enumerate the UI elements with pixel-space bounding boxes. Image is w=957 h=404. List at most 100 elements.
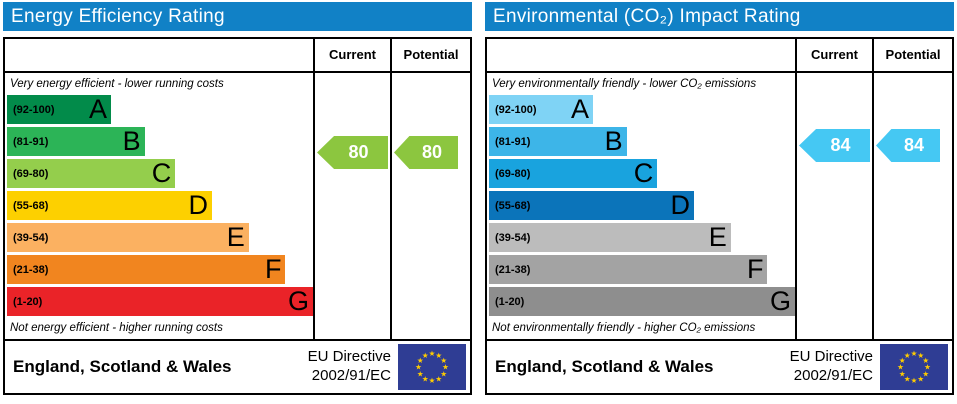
- band-letter: A: [89, 94, 108, 124]
- eu-directive-line1: EU Directive: [307, 348, 391, 366]
- band-row-d: (55-68) D: [7, 191, 313, 220]
- energy-panel-footer: England, Scotland & Wales EU Directive 2…: [3, 341, 472, 395]
- band-letter: G: [287, 286, 309, 316]
- energy-rating-table: Current Potential Very energy efficient …: [3, 37, 472, 341]
- band-letter: B: [604, 126, 623, 156]
- band-row-c: (69-80) C: [489, 159, 795, 188]
- potential-column-header: Potential: [390, 39, 470, 73]
- band-letter: F: [264, 254, 282, 284]
- band-bar-c: (69-80) C: [7, 158, 176, 188]
- svg-text:★: ★: [429, 349, 436, 358]
- band-bar-e: (39-54) E: [7, 223, 249, 252]
- region-label: England, Scotland & Wales: [495, 357, 714, 376]
- svg-text:★: ★: [917, 351, 924, 360]
- band-row-b: (81-91) B: [489, 127, 795, 156]
- band-range-label: (81-91): [495, 135, 531, 148]
- band-letter: C: [633, 158, 654, 188]
- band-row-a: (92-100) A: [7, 95, 313, 124]
- environmental-impact-panel: Environmental (CO₂) Impact Rating Curren…: [485, 2, 954, 395]
- svg-text:★: ★: [924, 363, 931, 372]
- band-row-f: (21-38) F: [7, 255, 313, 284]
- band-bar-g: (1-20) G: [489, 287, 795, 316]
- current-value-cell: 84: [795, 73, 872, 339]
- svg-text:★: ★: [911, 376, 918, 385]
- svg-text:★: ★: [922, 369, 929, 378]
- eu-directive-line2: 2002/91/EC: [311, 367, 391, 384]
- current-rating-arrow: 84: [799, 129, 870, 162]
- svg-text:★: ★: [429, 376, 436, 385]
- eu-directive-label: EU Directive 2002/91/EC: [308, 348, 391, 386]
- band-bar-b: (81-91) B: [7, 127, 145, 156]
- eu-directive-line2: 2002/91/EC: [793, 367, 873, 384]
- current-column-header: Current: [313, 39, 390, 73]
- table-corner-cell: [487, 39, 795, 73]
- band-range-label: (55-68): [495, 199, 531, 212]
- band-range-label: (55-68): [13, 199, 49, 212]
- co2-rating-table: Current Potential Very environmentally f…: [485, 37, 954, 341]
- band-letter: G: [769, 286, 791, 316]
- band-bar-d: (55-68) D: [7, 190, 213, 220]
- band-bar-g: (1-20) G: [7, 287, 313, 316]
- potential-rating-arrow: 80: [394, 136, 458, 169]
- band-range-label: (69-80): [495, 167, 531, 180]
- band-range-label: (81-91): [13, 135, 49, 148]
- band-letter: B: [122, 126, 141, 156]
- band-row-b: (81-91) B: [7, 127, 313, 156]
- current-value-cell: 80: [313, 73, 390, 339]
- potential-rating-arrow: 84: [876, 129, 940, 162]
- bottom-note: Not energy efficient - higher running co…: [10, 322, 223, 334]
- table-corner-cell: [5, 39, 313, 73]
- band-bar-f: (21-38) F: [7, 254, 286, 284]
- co2-bands-column: Very environmentally friendly - lower CO…: [487, 73, 795, 339]
- current-rating-arrow: 80: [317, 136, 388, 169]
- co2-panel-footer: England, Scotland & Wales EU Directive 2…: [485, 341, 954, 395]
- svg-text:★: ★: [904, 351, 911, 360]
- co2-panel-title: Environmental (CO₂) Impact Rating: [485, 2, 954, 31]
- potential-value-cell: 84: [872, 73, 952, 339]
- svg-text:★: ★: [917, 374, 924, 383]
- band-row-e: (39-54) E: [489, 223, 795, 252]
- svg-text:★: ★: [422, 351, 429, 360]
- band-row-d: (55-68) D: [489, 191, 795, 220]
- energy-efficiency-panel: Energy Efficiency Rating Current Potenti…: [3, 2, 472, 395]
- svg-text:★: ★: [435, 374, 442, 383]
- svg-text:★: ★: [442, 363, 449, 372]
- svg-text:★: ★: [415, 363, 422, 372]
- band-bar-a: (92-100) A: [489, 94, 594, 124]
- svg-text:★: ★: [435, 351, 442, 360]
- band-row-g: (1-20) G: [489, 287, 795, 316]
- svg-text:★: ★: [904, 374, 911, 383]
- svg-text:★: ★: [899, 356, 906, 365]
- region-label: England, Scotland & Wales: [13, 357, 232, 376]
- band-letter: E: [226, 222, 245, 252]
- eu-directive-line1: EU Directive: [789, 348, 873, 366]
- band-range-label: (1-20): [13, 295, 43, 308]
- band-range-label: (92-100): [495, 103, 537, 116]
- band-letter: A: [571, 94, 590, 124]
- svg-text:★: ★: [422, 374, 429, 383]
- band-range-label: (39-54): [13, 231, 49, 244]
- energy-panel-title: Energy Efficiency Rating: [3, 2, 472, 31]
- band-bar-b: (81-91) B: [489, 127, 627, 156]
- band-letter: F: [746, 254, 764, 284]
- band-bar-c: (69-80) C: [489, 158, 658, 188]
- band-bar-d: (55-68) D: [489, 191, 695, 220]
- band-range-label: (1-20): [495, 295, 525, 308]
- svg-text:★: ★: [417, 369, 424, 378]
- eu-flag-icon: ★ ★ ★★ ★★ ★★ ★★ ★★: [880, 344, 948, 390]
- svg-text:★: ★: [911, 349, 918, 358]
- svg-text:★: ★: [899, 369, 906, 378]
- svg-text:★: ★: [417, 356, 424, 365]
- svg-text:★: ★: [922, 356, 929, 365]
- band-letter: D: [188, 190, 209, 220]
- svg-text:★: ★: [440, 356, 447, 365]
- band-row-g: (1-20) G: [7, 287, 313, 316]
- band-bar-e: (39-54) E: [489, 223, 731, 252]
- eu-flag-icon: ★ ★ ★★ ★★ ★★ ★★ ★★: [398, 344, 466, 390]
- potential-value-cell: 80: [390, 73, 470, 339]
- band-range-label: (69-80): [13, 167, 49, 180]
- bottom-note: Not environmentally friendly - higher CO…: [492, 322, 756, 334]
- band-letter: C: [151, 158, 172, 188]
- band-letter: E: [708, 222, 727, 252]
